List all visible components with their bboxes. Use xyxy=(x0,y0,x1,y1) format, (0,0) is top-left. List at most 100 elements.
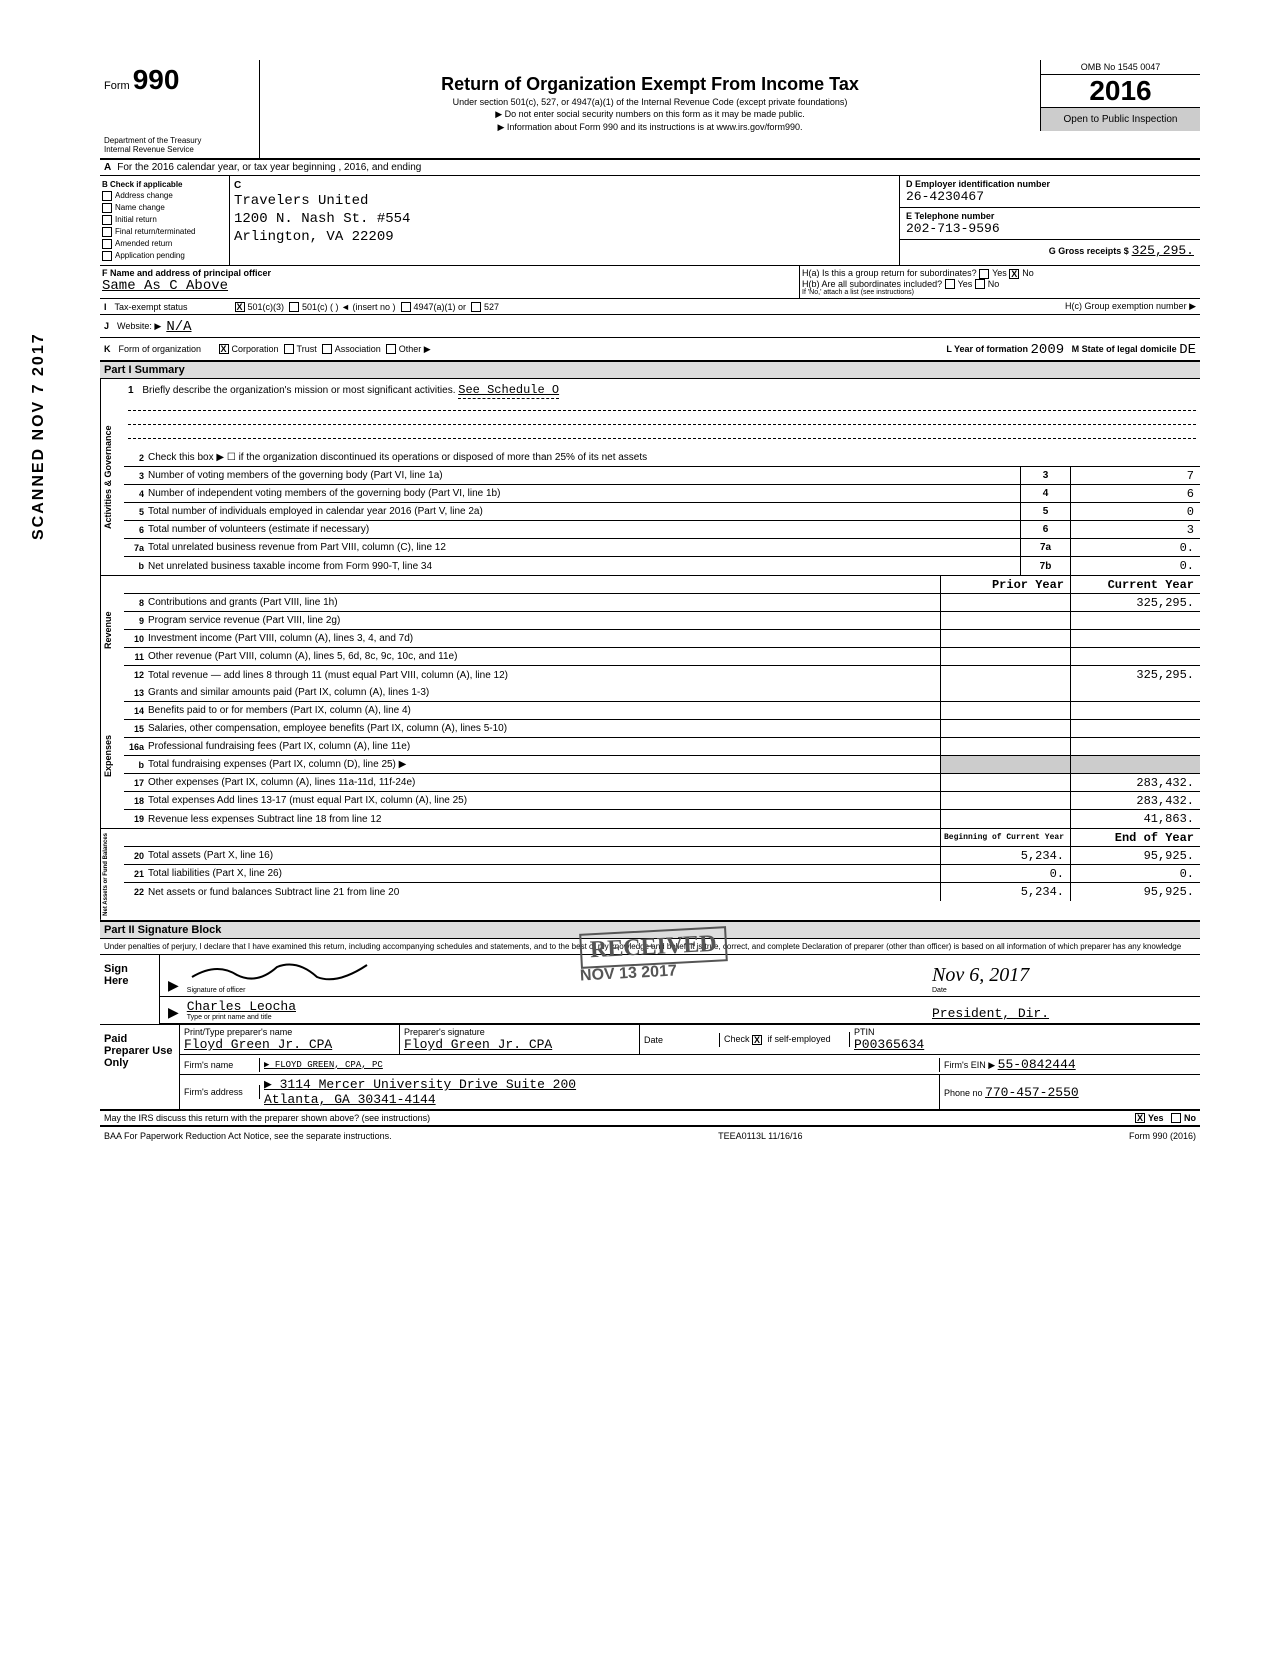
firm-address-1: ▶ 3114 Mercer University Drive Suite 200 xyxy=(264,1077,935,1092)
preparer-print-name: Floyd Green Jr. CPA xyxy=(184,1037,395,1052)
form-header: Form 990 Department of the Treasury Inte… xyxy=(100,60,1200,160)
dept-label: Department of the Treasury Internal Reve… xyxy=(104,136,255,154)
begin-year-header: Beginning of Current Year xyxy=(940,829,1070,846)
row-k: K Form of organization Corporation Trust… xyxy=(100,338,1200,361)
line-4: 4Number of independent voting members of… xyxy=(124,485,1200,503)
chk-ha-yes[interactable] xyxy=(979,269,989,279)
firm-ein: 55-0842444 xyxy=(998,1057,1076,1072)
ein-label: D Employer identification number xyxy=(906,179,1194,189)
current-year-header: Current Year xyxy=(1070,576,1200,593)
chk-self-employed[interactable] xyxy=(752,1035,762,1045)
chk-ha-no[interactable] xyxy=(1009,269,1019,279)
row-i: I Tax-exempt status 501(c)(3) 501(c) ( )… xyxy=(100,299,1200,315)
line-16a: 16aProfessional fundraising fees (Part I… xyxy=(124,738,1200,756)
open-to-public: Open to Public Inspection xyxy=(1041,108,1200,131)
signature-date: Nov 6, 2017 xyxy=(932,964,1192,987)
part-ii-header: Part II Signature Block xyxy=(100,921,1200,939)
section-hb: H(b) Are all subordinates included? Yes … xyxy=(802,279,1198,290)
chk-final-return[interactable] xyxy=(102,227,112,237)
net-assets-label: Net Assets or Fund Balances xyxy=(100,829,124,920)
may-irs-discuss: May the IRS discuss this return with the… xyxy=(100,1111,1200,1127)
section-c-org: C Travelers United 1200 N. Nash St. #554… xyxy=(230,176,900,265)
line-10: 10Investment income (Part VIII, column (… xyxy=(124,630,1200,648)
section-f: F Name and address of principal officer … xyxy=(100,266,800,298)
org-name: Travelers United xyxy=(234,193,895,209)
officer-title: President, Dir. xyxy=(932,1006,1192,1021)
chk-initial-return[interactable] xyxy=(102,215,112,225)
chk-hb-yes[interactable] xyxy=(945,279,955,289)
line-6: 6Total number of volunteers (estimate if… xyxy=(124,521,1200,539)
subtitle-1: Under section 501(c), 527, or 4947(a)(1)… xyxy=(264,97,1036,107)
date-label: Date xyxy=(932,987,1192,994)
line-b: bNet unrelated business taxable income f… xyxy=(124,557,1200,575)
row-a-calendar-year: AFor the 2016 calendar year, or tax year… xyxy=(100,160,1200,176)
firm-address-2: Atlanta, GA 30341-4144 xyxy=(264,1092,935,1107)
line-20: 20Total assets (Part X, line 16)5,234.95… xyxy=(124,847,1200,865)
form-prefix: Form xyxy=(104,80,130,92)
officer-name-label: Type or print name and title xyxy=(187,1014,932,1021)
line-19: 19Revenue less expenses Subtract line 18… xyxy=(124,810,1200,828)
prior-year-header: Prior Year xyxy=(940,576,1070,593)
line-21: 21Total liabilities (Part X, line 26)0.0… xyxy=(124,865,1200,883)
chk-501c3[interactable] xyxy=(235,302,245,312)
firm-phone: 770-457-2550 xyxy=(985,1085,1079,1100)
section-ha: H(a) Is this a group return for subordin… xyxy=(802,268,1198,279)
chk-name-change[interactable] xyxy=(102,203,112,213)
officer-sig-label: Signature of officer xyxy=(187,987,932,994)
chk-corporation[interactable] xyxy=(219,344,229,354)
signature-declaration: Under penalties of perjury, I declare th… xyxy=(100,939,1200,955)
chk-501c[interactable] xyxy=(289,302,299,312)
line-15: 15Salaries, other compensation, employee… xyxy=(124,720,1200,738)
form-number: 990 xyxy=(133,64,180,95)
line-8: 8Contributions and grants (Part VIII, li… xyxy=(124,594,1200,612)
expenses-label: Expenses xyxy=(100,684,124,828)
chk-application-pending[interactable] xyxy=(102,251,112,261)
line-18: 18Total expenses Add lines 13-17 (must e… xyxy=(124,792,1200,810)
part-i-header: Part I Summary xyxy=(100,361,1200,379)
gross-receipts-label: G Gross receipts $ xyxy=(1049,246,1129,256)
chk-association[interactable] xyxy=(322,344,332,354)
footer-right: Form 990 (2016) xyxy=(1129,1131,1196,1141)
line-14: 14Benefits paid to or for members (Part … xyxy=(124,702,1200,720)
org-city-state-zip: Arlington, VA 22209 xyxy=(234,229,895,245)
line-9: 9Program service revenue (Part VIII, lin… xyxy=(124,612,1200,630)
tax-year: 2016 xyxy=(1041,75,1200,108)
line-3: 3Number of voting members of the governi… xyxy=(124,467,1200,485)
footer-left: BAA For Paperwork Reduction Act Notice, … xyxy=(104,1131,392,1141)
officer-name: Charles Leocha xyxy=(187,999,932,1014)
subtitle-2: ▶ Do not enter social security numbers o… xyxy=(264,109,1036,120)
ein-value: 26-4230467 xyxy=(906,189,1194,204)
line-2: 2 Check this box ▶ ☐ if the organization… xyxy=(124,449,1200,467)
paid-preparer-label: Paid Preparer Use Only xyxy=(100,1025,180,1109)
phone-value: 202-713-9596 xyxy=(906,221,1194,236)
line-17: 17Other expenses (Part IX, column (A), l… xyxy=(124,774,1200,792)
sign-here-label: Sign Here xyxy=(100,955,160,1024)
line-11: 11Other revenue (Part VIII, column (A), … xyxy=(124,648,1200,666)
ptin-value: P00365634 xyxy=(854,1037,1196,1052)
chk-other[interactable] xyxy=(386,344,396,354)
chk-discuss-yes[interactable] xyxy=(1135,1113,1145,1123)
phone-label: E Telephone number xyxy=(906,211,1194,221)
subtitle-3: ▶ Information about Form 990 and its ins… xyxy=(264,122,1036,133)
omb-number: OMB No 1545 0047 xyxy=(1041,60,1200,75)
chk-discuss-no[interactable] xyxy=(1171,1113,1181,1123)
chk-hb-no[interactable] xyxy=(975,279,985,289)
line-13: 13Grants and similar amounts paid (Part … xyxy=(124,684,1200,702)
line-5: 5Total number of individuals employed in… xyxy=(124,503,1200,521)
mission-value: See Schedule O xyxy=(458,383,559,399)
governance-label: Activities & Governance xyxy=(100,379,124,575)
chk-address-change[interactable] xyxy=(102,191,112,201)
line-7a: 7aTotal unrelated business revenue from … xyxy=(124,539,1200,557)
org-address: 1200 N. Nash St. #554 xyxy=(234,211,895,227)
row-j: J Website: ▶ N/A xyxy=(100,315,1200,338)
end-year-header: End of Year xyxy=(1070,829,1200,846)
footer-mid: TEEA0113L 11/16/16 xyxy=(718,1131,802,1141)
form-title: Return of Organization Exempt From Incom… xyxy=(264,74,1036,95)
chk-4947[interactable] xyxy=(401,302,411,312)
chk-amended-return[interactable] xyxy=(102,239,112,249)
line-22: 22Net assets or fund balances Subtract l… xyxy=(124,883,1200,901)
scanned-stamp: SCANNED NOV 7 2017 xyxy=(30,332,48,540)
mission-desc: Briefly describe the organization's miss… xyxy=(142,385,455,396)
chk-trust[interactable] xyxy=(284,344,294,354)
chk-527[interactable] xyxy=(471,302,481,312)
